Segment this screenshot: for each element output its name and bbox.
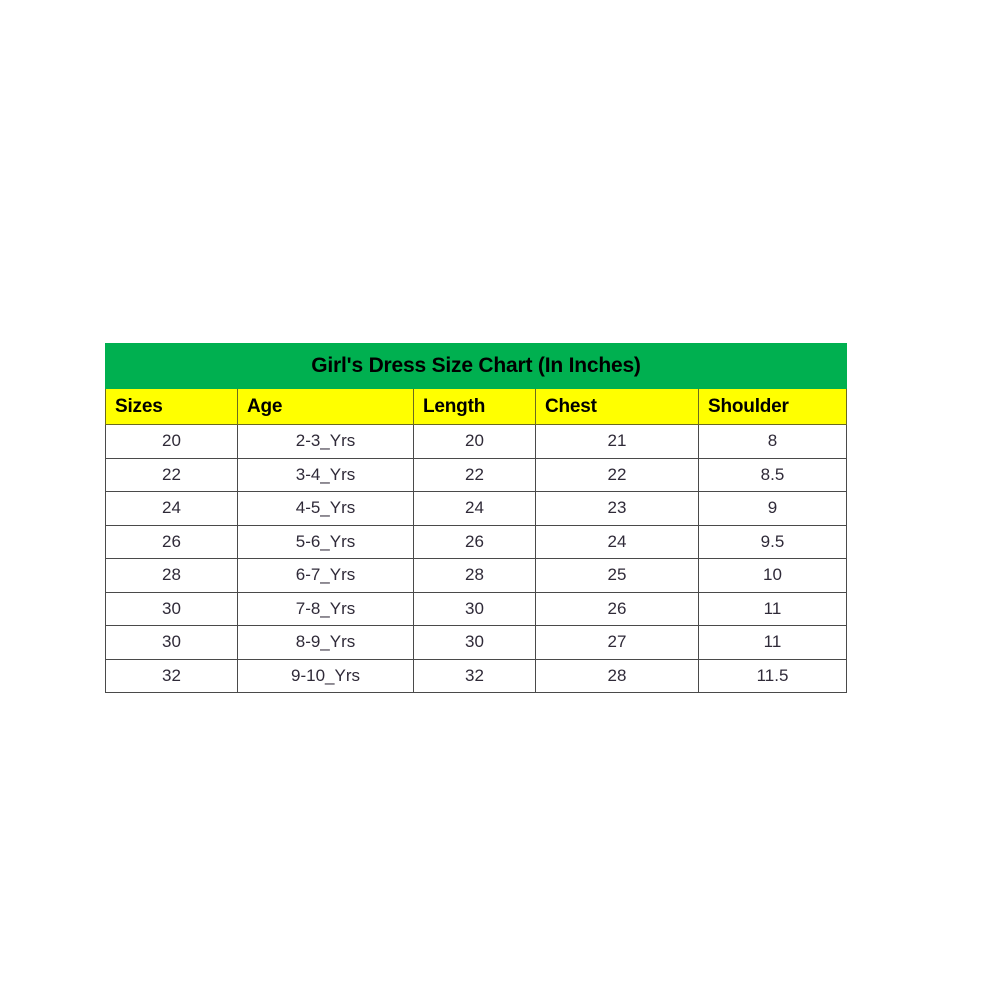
cell-size: 24 <box>105 491 238 526</box>
size-chart-body: 20 2-3_Yrs 20 21 8 22 3-4_Yrs 22 22 8.5 … <box>105 424 847 693</box>
column-header-row: Sizes Age Length Chest Shoulder <box>105 388 847 425</box>
cell-length: 30 <box>413 591 536 626</box>
column-header-sizes: Sizes <box>105 388 238 425</box>
cell-size: 22 <box>105 457 238 492</box>
cell-age: 5-6_Yrs <box>237 524 414 559</box>
cell-chest: 22 <box>535 457 699 492</box>
cell-size: 30 <box>105 591 238 626</box>
cell-chest: 21 <box>535 424 699 459</box>
column-header-length: Length <box>413 388 536 425</box>
cell-shoulder: 11.5 <box>698 658 847 693</box>
table-row: 26 5-6_Yrs 26 24 9.5 <box>105 524 847 559</box>
table-row: 30 8-9_Yrs 30 27 11 <box>105 625 847 660</box>
cell-length: 26 <box>413 524 536 559</box>
cell-length: 22 <box>413 457 536 492</box>
table-row: 24 4-5_Yrs 24 23 9 <box>105 491 847 526</box>
table-row: 32 9-10_Yrs 32 28 11.5 <box>105 658 847 693</box>
cell-length: 24 <box>413 491 536 526</box>
cell-chest: 27 <box>535 625 699 660</box>
cell-shoulder: 10 <box>698 558 847 593</box>
cell-size: 28 <box>105 558 238 593</box>
cell-chest: 26 <box>535 591 699 626</box>
cell-length: 30 <box>413 625 536 660</box>
column-header-shoulder: Shoulder <box>698 388 847 425</box>
table-row: 28 6-7_Yrs 28 25 10 <box>105 558 847 593</box>
column-header-chest: Chest <box>535 388 699 425</box>
size-chart-container: Girl's Dress Size Chart (In Inches) Size… <box>105 343 847 693</box>
cell-chest: 24 <box>535 524 699 559</box>
cell-chest: 25 <box>535 558 699 593</box>
cell-shoulder: 11 <box>698 625 847 660</box>
cell-length: 32 <box>413 658 536 693</box>
column-header-age: Age <box>237 388 414 425</box>
table-row: 20 2-3_Yrs 20 21 8 <box>105 424 847 459</box>
cell-shoulder: 8 <box>698 424 847 459</box>
cell-shoulder: 11 <box>698 591 847 626</box>
cell-size: 20 <box>105 424 238 459</box>
table-row: 30 7-8_Yrs 30 26 11 <box>105 591 847 626</box>
cell-chest: 23 <box>535 491 699 526</box>
cell-size: 32 <box>105 658 238 693</box>
cell-age: 8-9_Yrs <box>237 625 414 660</box>
cell-size: 26 <box>105 524 238 559</box>
cell-chest: 28 <box>535 658 699 693</box>
chart-title-row: Girl's Dress Size Chart (In Inches) <box>105 343 847 389</box>
cell-shoulder: 9.5 <box>698 524 847 559</box>
cell-age: 4-5_Yrs <box>237 491 414 526</box>
cell-length: 28 <box>413 558 536 593</box>
table-row: 22 3-4_Yrs 22 22 8.5 <box>105 457 847 492</box>
cell-age: 3-4_Yrs <box>237 457 414 492</box>
cell-age: 7-8_Yrs <box>237 591 414 626</box>
chart-title: Girl's Dress Size Chart (In Inches) <box>105 343 847 389</box>
cell-length: 20 <box>413 424 536 459</box>
girls-dress-size-chart-table: Girl's Dress Size Chart (In Inches) Size… <box>105 343 847 693</box>
cell-size: 30 <box>105 625 238 660</box>
cell-age: 9-10_Yrs <box>237 658 414 693</box>
cell-shoulder: 8.5 <box>698 457 847 492</box>
cell-age: 6-7_Yrs <box>237 558 414 593</box>
cell-age: 2-3_Yrs <box>237 424 414 459</box>
cell-shoulder: 9 <box>698 491 847 526</box>
